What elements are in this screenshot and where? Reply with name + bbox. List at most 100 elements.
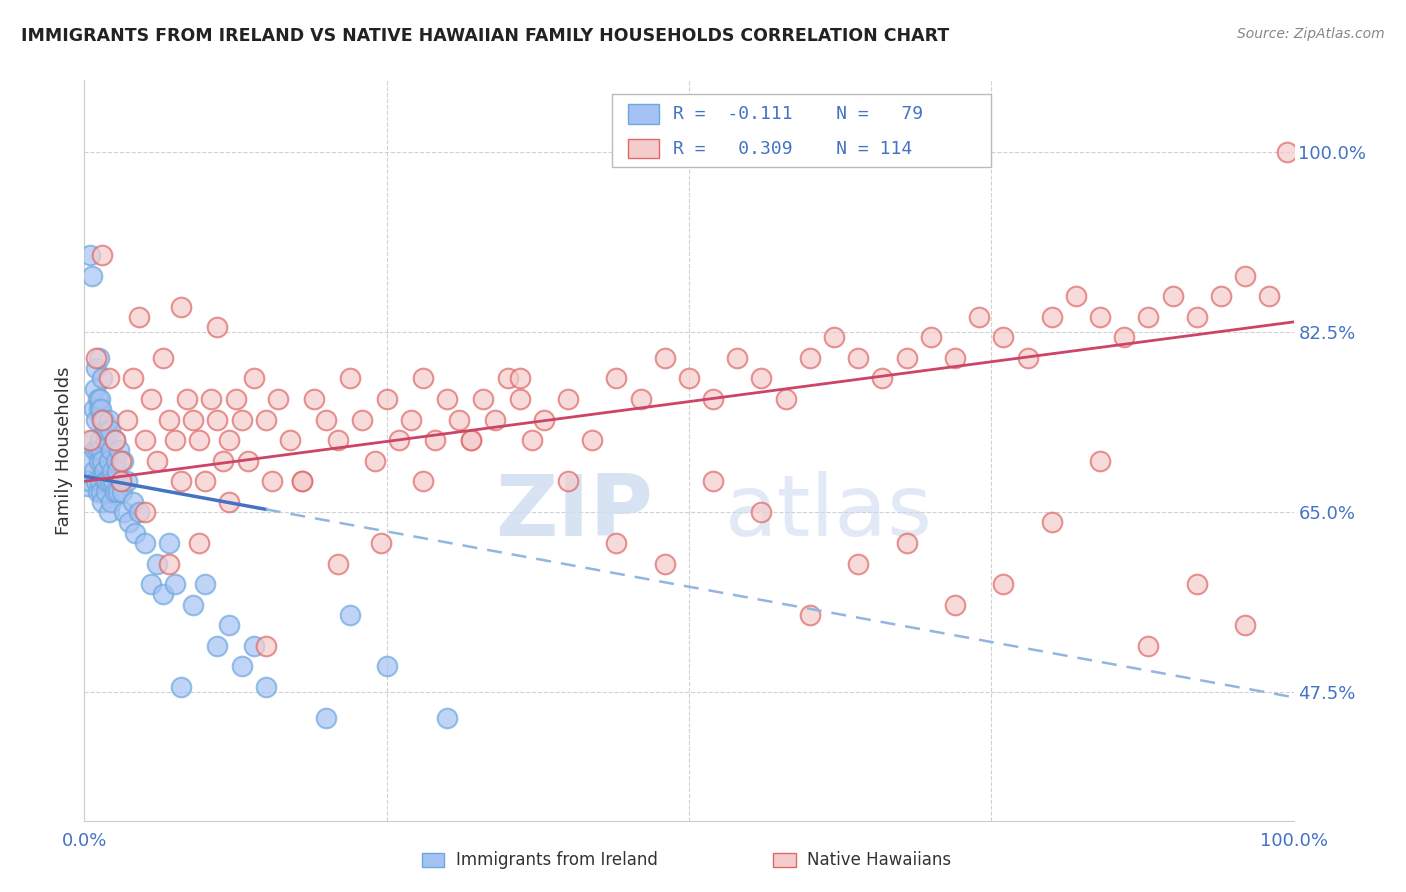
Point [460, 433, 482, 447]
Point [86, 351, 108, 365]
Point [993, 577, 1015, 591]
Point [110, 475, 132, 489]
Point [86, 475, 108, 489]
Point [1277, 145, 1299, 160]
Point [112, 505, 135, 519]
Point [702, 392, 724, 406]
Point [751, 505, 773, 519]
Point [375, 392, 398, 406]
Point [157, 536, 180, 550]
Point [799, 607, 821, 622]
Point [97, 454, 120, 468]
Point [121, 371, 143, 385]
Point [1114, 330, 1136, 344]
Point [460, 433, 482, 447]
Point [86, 443, 108, 458]
Point [1017, 351, 1039, 365]
Point [920, 330, 942, 344]
Text: Source: ZipAtlas.com: Source: ZipAtlas.com [1237, 27, 1385, 41]
Point [100, 495, 122, 509]
Point [105, 464, 128, 478]
Point [896, 351, 918, 365]
Point [1064, 289, 1087, 303]
Point [605, 371, 627, 385]
Point [1040, 310, 1063, 324]
Point [93, 412, 115, 426]
Point [107, 484, 129, 499]
Point [94, 433, 117, 447]
Point [1234, 618, 1257, 632]
Point [509, 371, 531, 385]
Point [967, 310, 990, 324]
Point [100, 443, 122, 458]
Point [212, 454, 235, 468]
Point [97, 505, 120, 519]
Point [115, 412, 138, 426]
Point [557, 475, 579, 489]
Point [89, 392, 111, 406]
Point [254, 412, 277, 426]
Point [1040, 516, 1063, 530]
Point [77, 475, 100, 489]
Point [87, 402, 110, 417]
Point [146, 557, 169, 571]
Point [236, 454, 259, 468]
Point [146, 454, 169, 468]
Point [104, 433, 127, 447]
Point [89, 433, 111, 447]
Point [557, 392, 579, 406]
Point [363, 454, 385, 468]
Text: atlas: atlas [725, 471, 934, 554]
Point [90, 443, 112, 458]
Point [181, 598, 204, 612]
Point [112, 454, 135, 468]
Point [200, 392, 222, 406]
Point [97, 412, 120, 426]
Point [799, 351, 821, 365]
Point [423, 433, 446, 447]
Point [225, 392, 247, 406]
Point [339, 371, 361, 385]
Point [134, 505, 156, 519]
Point [91, 412, 114, 426]
Point [90, 484, 112, 499]
Point [115, 475, 138, 489]
Point [79, 433, 101, 447]
Point [412, 475, 434, 489]
Point [315, 412, 337, 426]
Point [775, 392, 797, 406]
Point [412, 371, 434, 385]
Point [152, 587, 174, 601]
Point [260, 475, 283, 489]
Point [111, 484, 134, 499]
Point [943, 351, 966, 365]
Point [139, 392, 162, 406]
Point [702, 475, 724, 489]
Point [96, 423, 118, 437]
Point [231, 412, 253, 426]
Point [388, 433, 411, 447]
Point [124, 525, 146, 540]
Point [654, 557, 676, 571]
Y-axis label: Family Households: Family Households [55, 367, 73, 534]
Point [152, 351, 174, 365]
Point [79, 248, 101, 262]
Point [1258, 289, 1281, 303]
Point [170, 680, 193, 694]
Point [84, 382, 107, 396]
Point [678, 371, 700, 385]
Point [207, 412, 229, 426]
Point [157, 412, 180, 426]
Point [128, 505, 150, 519]
Point [121, 495, 143, 509]
Point [207, 320, 229, 334]
Point [1185, 577, 1208, 591]
Point [128, 310, 150, 324]
Point [278, 433, 301, 447]
Text: R =  -0.111    N =   79: R = -0.111 N = 79 [673, 104, 924, 123]
Point [118, 516, 141, 530]
Point [165, 577, 187, 591]
Point [83, 402, 105, 417]
Point [93, 464, 115, 478]
Point [436, 392, 458, 406]
